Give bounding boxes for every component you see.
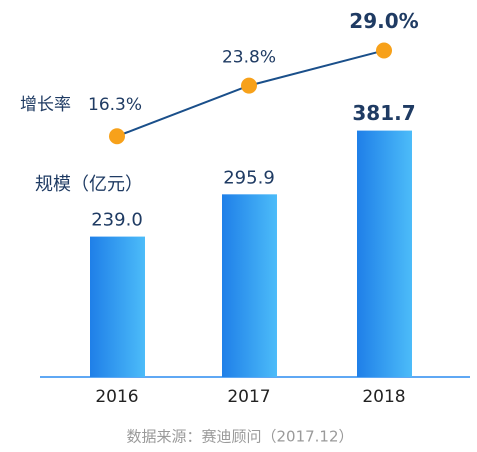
- x-tick-label: 2018: [362, 387, 405, 407]
- bar-value-label: 239.0: [91, 210, 143, 231]
- x-tick-label: 2016: [95, 387, 138, 407]
- source: 数据来源：赛迪顾问（2017.12）: [126, 428, 353, 446]
- line-legend: 增长率: [20, 95, 71, 115]
- x-tick-label: 2017: [227, 387, 270, 407]
- bar: [357, 130, 412, 377]
- bar-value-label: 381.7: [352, 101, 415, 125]
- line-marker: [376, 42, 392, 59]
- line-value-label: 29.0%: [349, 9, 418, 33]
- line-value-label: 16.3%: [88, 95, 142, 115]
- bar: [222, 194, 277, 377]
- line-marker: [109, 128, 125, 145]
- bar: [90, 236, 145, 377]
- bar-legend: 规模（亿元）: [35, 174, 143, 195]
- bar-value-label: 295.9: [223, 167, 275, 188]
- line-value-label: 23.8%: [222, 48, 276, 68]
- line-marker: [241, 77, 257, 94]
